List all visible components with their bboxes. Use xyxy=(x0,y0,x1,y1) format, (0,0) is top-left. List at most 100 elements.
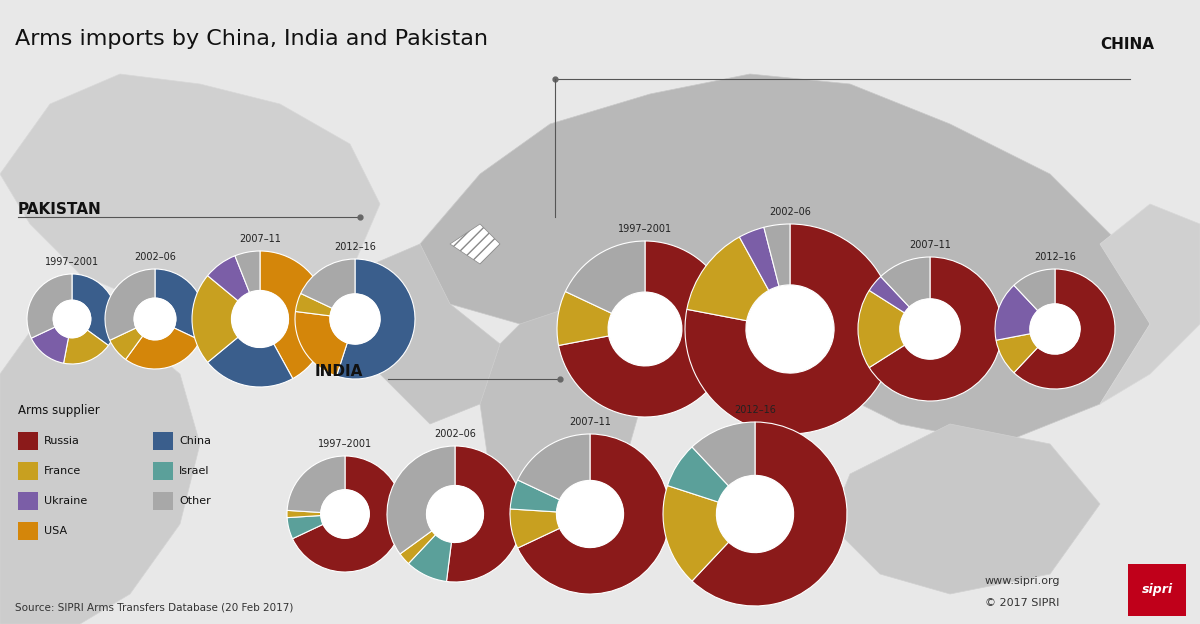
Circle shape xyxy=(746,286,833,373)
Wedge shape xyxy=(996,334,1038,373)
Bar xyxy=(154,462,173,480)
Wedge shape xyxy=(565,241,646,313)
Wedge shape xyxy=(1014,269,1115,389)
Bar xyxy=(18,492,38,510)
Wedge shape xyxy=(295,293,332,316)
Circle shape xyxy=(427,486,482,542)
Text: www.sipri.org: www.sipri.org xyxy=(985,576,1061,586)
Wedge shape xyxy=(517,434,590,500)
Wedge shape xyxy=(686,237,769,321)
Bar xyxy=(18,462,38,480)
Text: Source: SIPRI Arms Transfers Database (20 Feb 2017): Source: SIPRI Arms Transfers Database (2… xyxy=(14,602,293,612)
Wedge shape xyxy=(208,337,293,387)
Wedge shape xyxy=(64,330,108,364)
Polygon shape xyxy=(0,304,200,624)
Text: 2012–16: 2012–16 xyxy=(1034,252,1076,262)
Wedge shape xyxy=(881,257,930,307)
Wedge shape xyxy=(287,456,346,512)
Polygon shape xyxy=(350,244,500,424)
Text: Israel: Israel xyxy=(179,466,210,476)
Text: PAKISTAN: PAKISTAN xyxy=(18,202,102,217)
Text: France: France xyxy=(44,466,82,476)
Text: 1997–2001: 1997–2001 xyxy=(318,439,372,449)
Text: Other: Other xyxy=(179,496,211,506)
Wedge shape xyxy=(155,269,205,340)
Wedge shape xyxy=(260,251,328,379)
Text: 2012–16: 2012–16 xyxy=(334,242,376,252)
Wedge shape xyxy=(517,434,670,594)
Polygon shape xyxy=(450,224,500,264)
Wedge shape xyxy=(869,257,1002,401)
Wedge shape xyxy=(664,485,728,581)
Wedge shape xyxy=(208,256,250,301)
Circle shape xyxy=(134,298,175,339)
Text: 2007–11: 2007–11 xyxy=(910,240,950,250)
Wedge shape xyxy=(293,456,403,572)
Text: 1997–2001: 1997–2001 xyxy=(44,257,100,267)
Bar xyxy=(154,492,173,510)
Polygon shape xyxy=(480,304,650,524)
Text: USA: USA xyxy=(44,526,67,536)
Wedge shape xyxy=(510,480,559,512)
Wedge shape xyxy=(557,291,612,346)
Wedge shape xyxy=(558,241,733,417)
Text: 2002–06: 2002–06 xyxy=(134,252,176,262)
Circle shape xyxy=(608,293,682,365)
Circle shape xyxy=(718,476,793,552)
Wedge shape xyxy=(72,274,116,346)
Text: 2012–16: 2012–16 xyxy=(734,405,776,415)
Wedge shape xyxy=(126,328,200,369)
Text: CHINA: CHINA xyxy=(1100,37,1154,52)
Circle shape xyxy=(330,295,379,344)
Wedge shape xyxy=(235,251,260,293)
Wedge shape xyxy=(692,422,755,486)
FancyBboxPatch shape xyxy=(1128,564,1186,616)
Wedge shape xyxy=(510,509,559,548)
Text: 2002–06: 2002–06 xyxy=(434,429,476,439)
Wedge shape xyxy=(109,328,143,359)
Polygon shape xyxy=(1100,204,1200,404)
Text: Arms supplier: Arms supplier xyxy=(18,404,100,417)
Text: INDIA: INDIA xyxy=(314,364,364,379)
Text: © 2017 SIPRI: © 2017 SIPRI xyxy=(985,598,1060,608)
Text: sipri: sipri xyxy=(1141,583,1172,597)
Bar xyxy=(154,432,173,450)
Text: 2007–11: 2007–11 xyxy=(569,417,611,427)
Polygon shape xyxy=(830,424,1100,594)
Polygon shape xyxy=(420,74,1150,444)
Wedge shape xyxy=(685,224,895,434)
Wedge shape xyxy=(667,447,728,502)
Wedge shape xyxy=(692,422,847,606)
Circle shape xyxy=(322,490,368,538)
Wedge shape xyxy=(858,290,905,368)
Wedge shape xyxy=(388,446,455,554)
Wedge shape xyxy=(446,446,523,582)
Wedge shape xyxy=(31,327,68,363)
Wedge shape xyxy=(106,269,155,340)
Wedge shape xyxy=(287,515,323,539)
Text: Ukraine: Ukraine xyxy=(44,496,88,506)
Wedge shape xyxy=(336,259,415,379)
Wedge shape xyxy=(1014,269,1055,311)
Polygon shape xyxy=(0,74,380,324)
Circle shape xyxy=(54,301,90,338)
Bar xyxy=(18,522,38,540)
Text: Russia: Russia xyxy=(44,436,80,446)
Text: China: China xyxy=(179,436,211,446)
Text: 2002–06: 2002–06 xyxy=(769,207,811,217)
Wedge shape xyxy=(295,311,347,376)
Circle shape xyxy=(1031,305,1080,354)
Circle shape xyxy=(900,300,960,359)
Wedge shape xyxy=(301,259,355,308)
Wedge shape xyxy=(28,274,72,338)
Wedge shape xyxy=(995,285,1038,340)
Wedge shape xyxy=(739,227,779,290)
Wedge shape xyxy=(408,535,451,582)
Text: Arms imports by China, India and Pakistan: Arms imports by China, India and Pakista… xyxy=(14,29,488,49)
Circle shape xyxy=(557,481,623,547)
Wedge shape xyxy=(287,510,320,518)
Bar xyxy=(18,432,38,450)
Wedge shape xyxy=(400,531,436,563)
Wedge shape xyxy=(869,276,910,313)
Text: 2007–11: 2007–11 xyxy=(239,234,281,244)
